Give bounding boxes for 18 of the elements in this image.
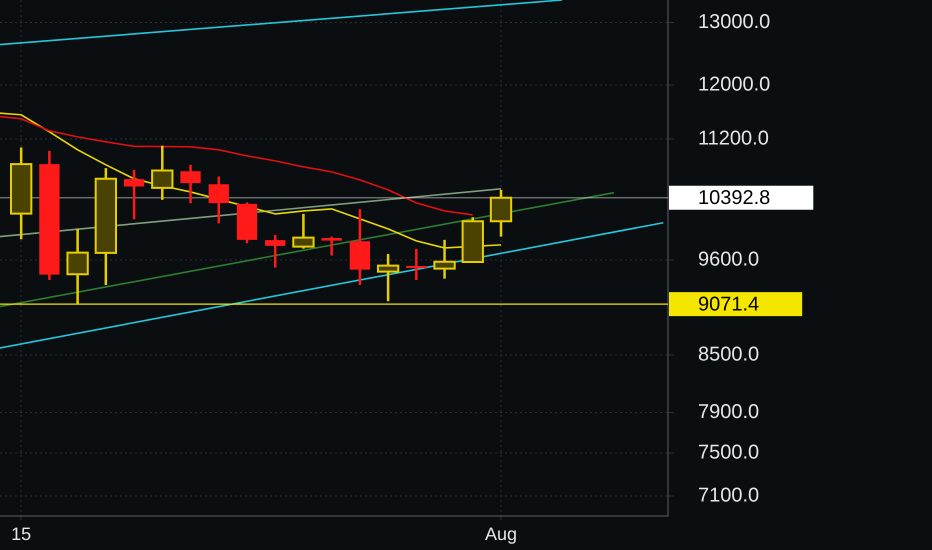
ref-line-label: 10392.8 (698, 187, 770, 210)
y-tick-label: 9600.0 (698, 248, 760, 270)
y-tick-label: 8500.0 (698, 344, 760, 366)
y-tick-label: 7900.0 (698, 400, 760, 423)
y-tick-label: 13000.0 (698, 11, 770, 34)
x-tick-label: 15 (11, 524, 32, 544)
y-tick-label: 12000.0 (698, 74, 770, 96)
candlestick (321, 235, 342, 257)
candlestick (124, 168, 144, 220)
candlestick (406, 248, 426, 282)
y-tick-label: 11200.0 (698, 128, 769, 150)
x-tick-label: Aug (484, 524, 518, 544)
candlestick (265, 234, 286, 269)
ref-line-label: 9071.4 (698, 294, 760, 316)
candlestick (208, 175, 229, 225)
y-tick-label: 7500.0 (698, 442, 760, 464)
candlestick (180, 164, 201, 204)
y-tick-label: 7100.0 (698, 484, 760, 506)
